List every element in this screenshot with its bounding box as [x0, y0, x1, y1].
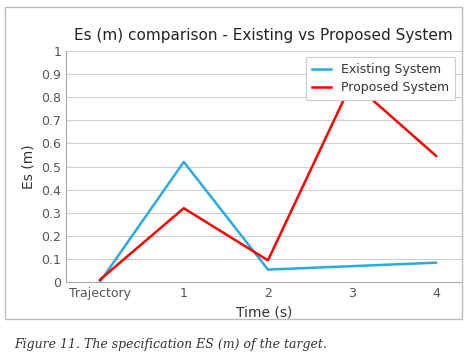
- Text: Figure 11. The specification ES (m) of the target.: Figure 11. The specification ES (m) of t…: [14, 338, 327, 351]
- Title: Es (m) comparison - Existing vs Proposed System: Es (m) comparison - Existing vs Proposed…: [74, 28, 453, 43]
- Y-axis label: Es (m): Es (m): [22, 144, 35, 189]
- X-axis label: Time (s): Time (s): [236, 306, 292, 320]
- Legend: Existing System, Proposed System: Existing System, Proposed System: [306, 57, 455, 100]
